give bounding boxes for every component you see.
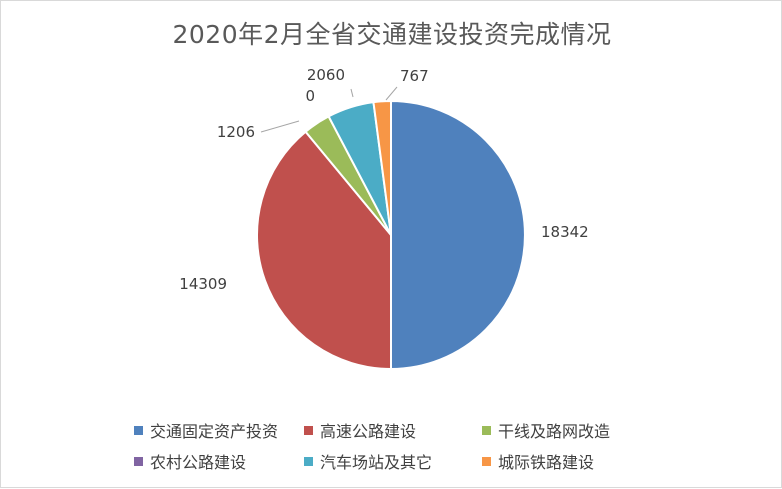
legend-item: 干线及路网改造 bbox=[482, 419, 674, 441]
legend-label: 交通固定资产投资 bbox=[150, 422, 279, 441]
legend-label: 高速公路建设 bbox=[320, 422, 417, 441]
chart-title: 2020年2月全省交通建设投资完成情况 bbox=[172, 20, 612, 49]
leader-line-5 bbox=[350, 88, 354, 98]
legend-label: 城际铁路建设 bbox=[498, 453, 595, 472]
legend-label: 农村公路建设 bbox=[150, 453, 247, 472]
data-label-1: 18342 bbox=[541, 223, 589, 241]
legend-swatch bbox=[304, 456, 313, 466]
data-label-2: 14309 bbox=[179, 275, 227, 293]
legend-item: 农村公路建设 bbox=[134, 450, 304, 472]
legend-label: 干线及路网改造 bbox=[498, 422, 611, 441]
leader-line-3 bbox=[260, 120, 300, 133]
legend-item: 汽车场站及其它 bbox=[304, 450, 482, 472]
pie-slice-1 bbox=[390, 99, 526, 371]
legend: 交通固定资产投资 高速公路建设 干线及路网改造农村公路建设 汽车场站及其它 城际铁路建设 bbox=[134, 419, 674, 472]
legend-item: 交通固定资产投资 bbox=[134, 419, 304, 441]
legend-swatch bbox=[134, 456, 143, 466]
pie-slice-2 bbox=[256, 130, 392, 371]
pie-slice-6 bbox=[372, 99, 392, 236]
legend-label: 汽车场站及其它 bbox=[320, 453, 433, 472]
legend-item: 高速公路建设 bbox=[304, 419, 482, 441]
legend-swatch bbox=[482, 425, 491, 435]
legend-item: 城际铁路建设 bbox=[482, 450, 674, 472]
legend-swatch bbox=[304, 425, 313, 435]
data-label-5: 2060 bbox=[307, 66, 345, 84]
legend-swatch bbox=[482, 456, 491, 466]
data-label-6: 767 bbox=[400, 67, 429, 85]
data-label-3: 1206 bbox=[217, 123, 255, 141]
leader-line-6 bbox=[385, 86, 398, 101]
legend-swatch bbox=[134, 425, 143, 435]
data-label-4: 0 bbox=[305, 87, 315, 105]
